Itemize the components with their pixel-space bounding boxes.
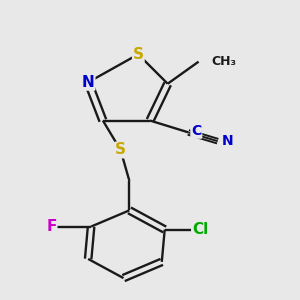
Text: C: C [191,124,202,138]
Text: Cl: Cl [192,222,208,237]
Text: F: F [46,219,56,234]
Text: S: S [115,142,126,158]
Text: S: S [115,142,126,158]
Text: N: N [222,134,234,148]
Text: F: F [46,219,56,234]
Text: N: N [82,75,94,90]
Text: N: N [222,134,234,148]
Text: CH₃: CH₃ [212,55,237,68]
Text: C: C [191,124,202,138]
Text: S: S [133,47,144,62]
Text: Cl: Cl [192,222,208,237]
Text: S: S [133,47,144,62]
Text: CH₃: CH₃ [212,55,237,68]
Text: N: N [82,75,94,90]
